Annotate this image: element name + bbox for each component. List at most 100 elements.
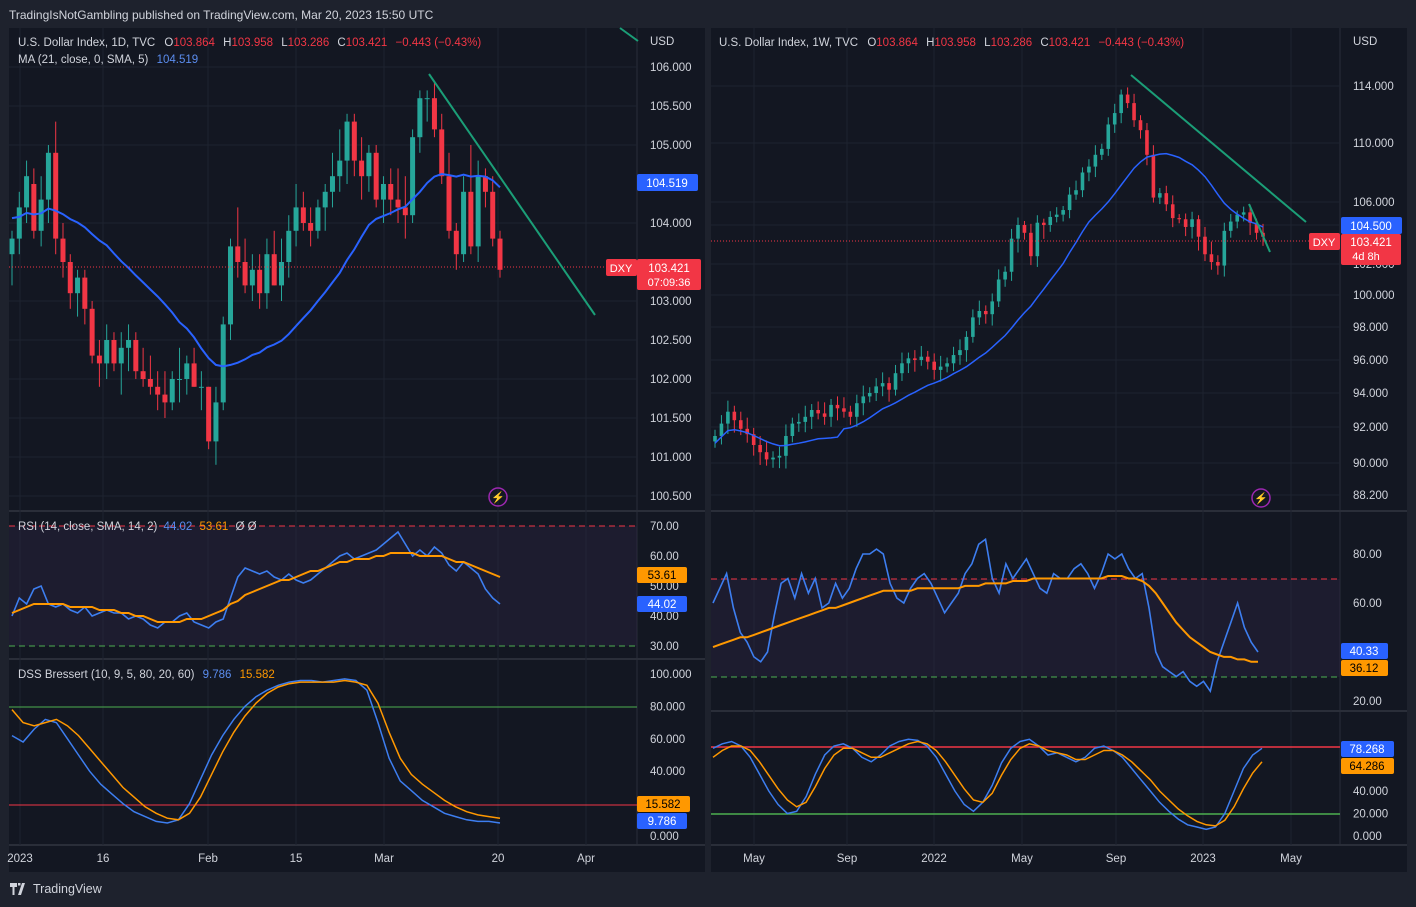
- weekly-candle: [1254, 222, 1259, 233]
- weekly-candle: [1228, 221, 1233, 231]
- weekly-candle: [945, 363, 949, 367]
- weekly-lightning-icon[interactable]: [1251, 488, 1271, 508]
- weekly-candle: [1042, 222, 1046, 225]
- daily-trendline[interactable]: [428, 73, 596, 316]
- weekly-candle: [906, 358, 911, 364]
- weekly-candle: [919, 356, 924, 360]
- weekly-price-badge: [1341, 234, 1401, 265]
- daily-candle: [431, 98, 437, 130]
- weekly-price-tick: 94.000: [1353, 388, 1388, 400]
- daily-price-badge: [637, 259, 701, 290]
- weekly-dss-signal-line: [712, 740, 1263, 827]
- weekly-candle: [861, 396, 866, 404]
- daily-trendline-upper[interactable]: [619, 27, 639, 42]
- daily-candle: [286, 230, 292, 262]
- weekly-candle: [1209, 254, 1214, 263]
- weekly-candle: [938, 366, 943, 370]
- weekly-candle: [713, 436, 717, 442]
- daily-lightning-icon[interactable]: [488, 487, 508, 507]
- daily-candle: [271, 254, 277, 286]
- weekly-candle: [1248, 212, 1252, 223]
- weekly-candle: [809, 410, 814, 417]
- daily-candle: [162, 394, 168, 403]
- weekly-candle: [842, 408, 846, 412]
- svg-text:U.S. Dollar Index, 1W, TVC: U.S. Dollar Index, 1W, TVC O103.864 H103…: [719, 37, 1184, 49]
- daily-dss-badge: [637, 813, 687, 829]
- weekly-rsi-line: [712, 537, 1259, 694]
- daily-currency: USD: [650, 36, 674, 48]
- weekly-candle: [913, 358, 917, 360]
- weekly-candle: [1138, 120, 1143, 131]
- daily-panel: [9, 28, 705, 872]
- daily-candle: [461, 191, 467, 255]
- daily-rsi-tick: 40.00: [650, 611, 679, 623]
- weekly-candle: [977, 311, 982, 318]
- daily-candle: [147, 379, 153, 387]
- weekly-candle: [1106, 124, 1111, 149]
- daily-candle: [213, 402, 219, 442]
- daily-candle: [351, 121, 357, 161]
- daily-ma-badge: [637, 174, 698, 191]
- weekly-time-tick: 2022: [921, 853, 947, 865]
- daily-candle: [67, 262, 73, 294]
- weekly-candle: [1125, 94, 1130, 104]
- weekly-candle: [1112, 113, 1117, 125]
- weekly-candle: [797, 421, 801, 424]
- weekly-candle: [1216, 262, 1220, 266]
- daily-candle: [497, 238, 503, 270]
- weekly-candle: [822, 413, 827, 417]
- weekly-price-tick: 98.000: [1353, 322, 1388, 334]
- weekly-time-tick: May: [1280, 853, 1302, 865]
- weekly-candle: [867, 393, 872, 397]
- weekly-candle: [1100, 148, 1104, 155]
- svg-text:DSS Bressert (10, 9, 5, 80, 20: DSS Bressert (10, 9, 5, 80, 20, 60) 9.78…: [18, 669, 275, 681]
- weekly-time-tick: 2023: [1190, 853, 1216, 865]
- weekly-candle: [1158, 193, 1162, 198]
- daily-candle: [257, 269, 263, 294]
- weekly-candle: [751, 434, 756, 445]
- weekly-candle: [951, 355, 956, 364]
- weekly-ma-line: [714, 152, 1264, 447]
- daily-candle: [198, 386, 204, 388]
- weekly-dss-signal-badge: [1341, 758, 1394, 774]
- footer[interactable]: TradingView: [10, 882, 102, 896]
- daily-candle: [75, 277, 81, 294]
- weekly-dss-tick: 20.000: [1353, 809, 1388, 821]
- daily-candle: [337, 160, 343, 177]
- daily-dss-tick: 80.000: [650, 701, 685, 713]
- daily-candle: [24, 176, 30, 208]
- daily-symbol-title: U.S. Dollar Index, 1D, TVC: [18, 37, 155, 49]
- daily-candle: [264, 254, 270, 294]
- daily-rsi-line: [11, 530, 501, 629]
- daily-candle: [16, 207, 22, 239]
- weekly-rsi-badge: [1341, 643, 1388, 659]
- tradingview-logo-icon: [10, 883, 25, 895]
- weekly-candle: [958, 350, 962, 356]
- weekly-trendline-short[interactable]: [1248, 203, 1271, 253]
- weekly-candle: [816, 410, 820, 414]
- weekly-dss-line: [712, 738, 1263, 831]
- daily-candle: [424, 98, 430, 100]
- svg-text:78.268: 78.268: [1349, 744, 1384, 756]
- daily-price-tick: 104.000: [650, 218, 692, 230]
- weekly-candle: [925, 356, 930, 362]
- daily-candle: [96, 355, 102, 364]
- weekly-candle: [932, 361, 936, 370]
- weekly-grid: [711, 28, 1340, 845]
- weekly-time-tick: Sep: [1106, 853, 1126, 865]
- daily-price-tick: 101.000: [650, 452, 692, 464]
- weekly-candle: [887, 383, 891, 390]
- weekly-candle: [829, 404, 833, 417]
- weekly-candle: [1183, 219, 1188, 227]
- daily-price-tick: 100.500: [650, 491, 692, 503]
- weekly-candle: [1119, 94, 1123, 114]
- weekly-candle: [1029, 232, 1033, 257]
- daily-rsi-tick: 70.00: [650, 521, 679, 533]
- weekly-candle: [1235, 214, 1240, 222]
- daily-candle: [169, 379, 175, 403]
- daily-countdown: 07:09:36: [648, 277, 691, 289]
- weekly-candle: [971, 317, 975, 337]
- weekly-trendline[interactable]: [1130, 74, 1307, 223]
- daily-candle: [395, 199, 401, 208]
- weekly-candle: [893, 373, 898, 390]
